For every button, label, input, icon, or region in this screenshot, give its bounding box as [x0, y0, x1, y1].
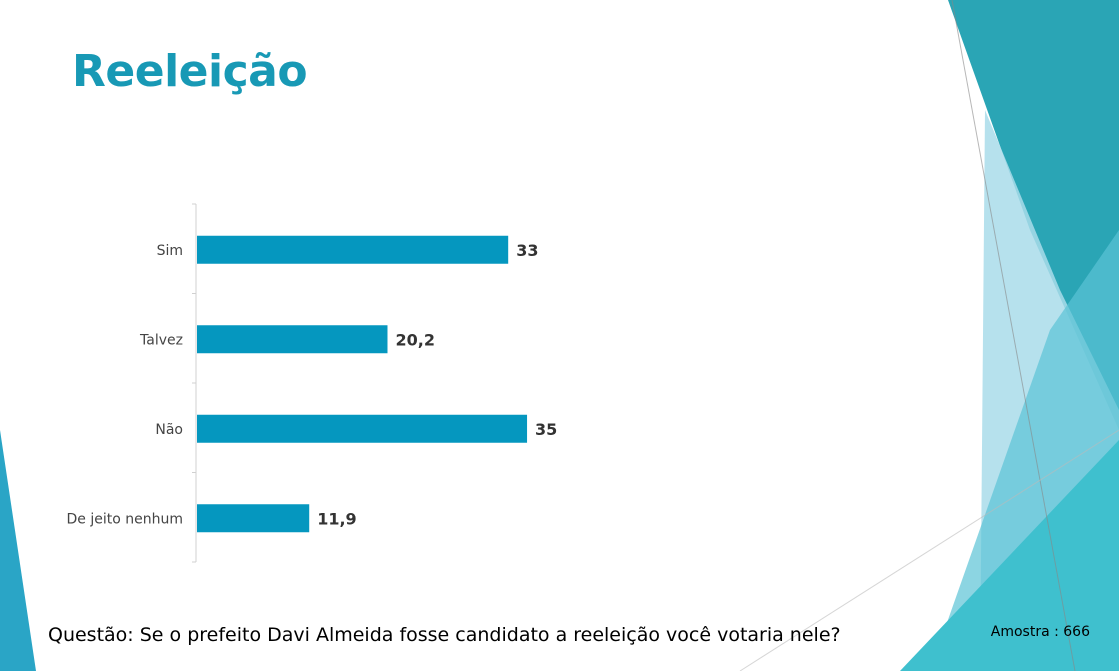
- value-label: 35: [535, 420, 557, 439]
- category-label: De jeito nenhum: [67, 511, 183, 527]
- bar-3: [197, 504, 310, 533]
- deco-line-1: [951, 0, 1076, 671]
- value-label: 11,9: [317, 509, 356, 528]
- value-label: 33: [516, 241, 538, 260]
- deco-line-2: [739, 429, 1119, 671]
- category-label: Talvez: [139, 332, 183, 348]
- bar-1: [197, 325, 388, 354]
- deco-left-wedge: [0, 430, 36, 671]
- bar-2: [197, 414, 528, 443]
- slide-title: Reeleição: [72, 46, 308, 97]
- question-text: Questão: Se o prefeito Davi Almeida foss…: [48, 624, 841, 646]
- category-label: Não: [155, 422, 183, 438]
- value-label: 20,2: [395, 330, 434, 349]
- category-label: Sim: [157, 243, 183, 259]
- sample-size: Amostra : 666: [990, 624, 1090, 640]
- bar-0: [197, 235, 509, 264]
